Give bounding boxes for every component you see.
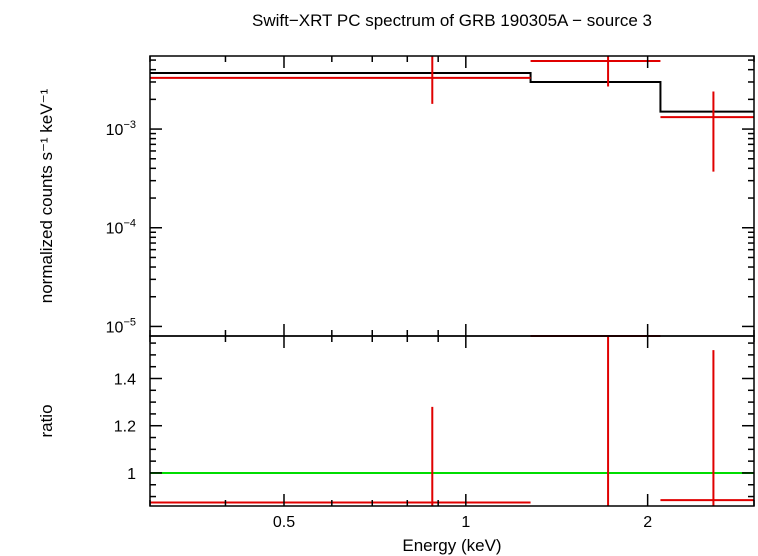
x-axis-label: Energy (keV) — [402, 536, 501, 555]
spectrum-panel-frame — [149, 55, 755, 337]
spectrum-y-tick-label: 10−3 — [106, 119, 136, 139]
ratio-y-tick-label: 1.2 — [114, 419, 136, 436]
spectrum-y-axis-label: normalized counts s⁻¹ keV⁻¹ — [37, 88, 56, 303]
ratio-panel-frame — [149, 335, 755, 507]
spectrum-data-point-1 — [150, 56, 531, 104]
spectrum-y-tick-label: 10−5 — [106, 316, 136, 336]
ratio-data-point-1 — [150, 406, 531, 506]
x-tick-label: 2 — [643, 514, 652, 531]
ratio-data-point-2 — [530, 335, 661, 506]
ratio-y-tick-label: 1 — [127, 466, 136, 483]
spectrum-data-point-2 — [530, 56, 661, 87]
spectrum-model-line — [150, 71, 754, 113]
ratio-y-axis-label: ratio — [37, 404, 56, 437]
x-tick-label: 0.5 — [273, 514, 295, 531]
chart-title: Swift−XRT PC spectrum of GRB 190305A − s… — [252, 11, 652, 30]
x-tick-label: 1 — [461, 514, 470, 531]
spectrum-data-point-3 — [660, 91, 754, 172]
spectrum-y-tick-label: 10−4 — [106, 218, 136, 238]
ratio-y-tick-label: 1.4 — [114, 372, 136, 389]
ratio-data-point-3 — [660, 350, 754, 506]
